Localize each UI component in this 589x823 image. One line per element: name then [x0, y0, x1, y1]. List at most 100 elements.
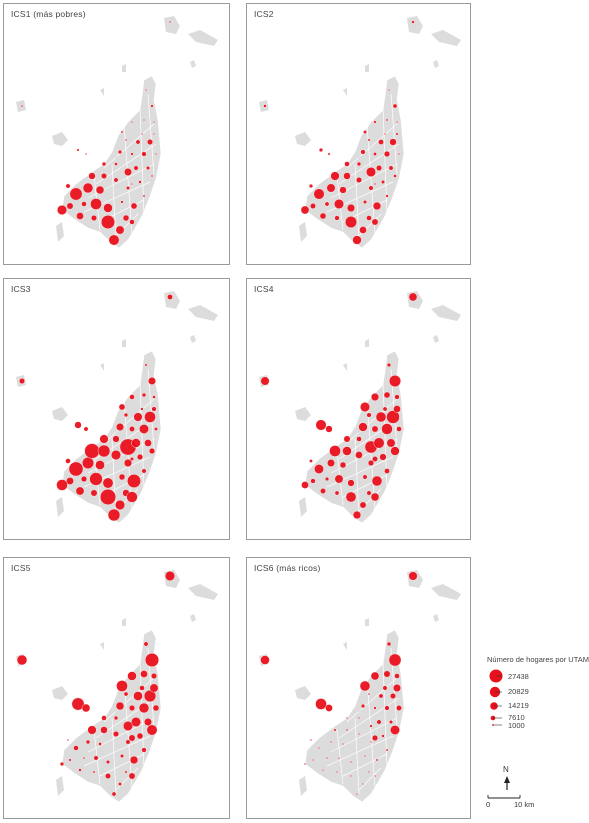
household-bubble: [394, 394, 400, 400]
household-bubble: [393, 405, 401, 413]
household-bubble: [129, 755, 139, 765]
household-bubble: [82, 457, 94, 469]
outlying-area: [164, 16, 180, 34]
district-boundary: [147, 93, 155, 175]
household-bubble: [144, 652, 159, 667]
outlying-area: [431, 584, 461, 600]
household-bubble: [260, 376, 270, 386]
map-ics3: [16, 291, 218, 524]
household-bubble: [56, 479, 68, 491]
household-bubble: [370, 392, 380, 402]
household-bubbles: [19, 294, 173, 522]
household-bubble: [320, 488, 326, 494]
household-bubble: [361, 782, 365, 786]
district-boundary: [111, 717, 117, 795]
household-bubble: [356, 161, 362, 167]
household-bubble: [363, 130, 367, 134]
household-bubble: [144, 439, 152, 447]
household-bubble: [148, 377, 156, 385]
outlying-area: [365, 339, 369, 347]
household-bubble: [100, 214, 115, 229]
outlying-area: [365, 64, 369, 72]
outlying-area: [164, 291, 180, 309]
district-boundary: [342, 753, 388, 777]
household-bubble: [396, 705, 402, 711]
household-bubble: [65, 183, 71, 189]
legend-title: Número de hogares por UTAM: [487, 655, 589, 664]
household-bubble: [373, 774, 377, 778]
household-bubble: [390, 693, 396, 699]
outlying-area: [355, 150, 361, 160]
household-bubble: [147, 139, 153, 145]
household-bubble: [386, 641, 392, 647]
district-boundary: [87, 717, 155, 753]
household-bubble: [150, 104, 154, 108]
household-bubble: [112, 730, 119, 737]
household-bubble: [315, 698, 327, 710]
household-bubble: [76, 212, 84, 220]
household-bubble: [334, 215, 340, 221]
district-boundary: [354, 438, 360, 516]
household-bubble: [66, 738, 70, 742]
household-bubble: [396, 426, 402, 432]
household-bubble: [83, 426, 89, 432]
household-bubble: [81, 703, 91, 713]
household-bubble: [366, 215, 372, 221]
household-bubble: [355, 451, 363, 459]
scale-bar-line: [487, 795, 521, 799]
panel-title: ICS3: [11, 284, 31, 294]
district-boundary: [354, 163, 360, 241]
household-bubble: [385, 118, 389, 122]
district-boundary: [83, 735, 151, 767]
household-bubble: [93, 755, 99, 761]
household-bubble: [325, 704, 333, 712]
district-boundary: [354, 717, 360, 795]
household-bubble: [371, 218, 379, 226]
outlying-area: [295, 132, 311, 146]
household-bubble: [164, 570, 175, 582]
household-bubble: [123, 458, 133, 468]
household-bubble: [343, 435, 351, 443]
household-bubble: [123, 691, 129, 697]
household-bubbles: [260, 292, 418, 520]
household-bubble: [383, 132, 387, 136]
panel-title: ICS5: [11, 563, 31, 573]
household-bubble: [352, 235, 362, 245]
household-bubble: [375, 411, 387, 423]
household-bubble: [65, 458, 71, 464]
household-bubble: [130, 457, 134, 461]
household-bubble: [118, 403, 126, 411]
outlying-area: [122, 618, 126, 626]
district-boundary: [390, 93, 398, 175]
household-bubble: [148, 447, 156, 455]
outlying-area: [190, 614, 196, 622]
household-bubble: [263, 104, 267, 108]
household-bubble: [129, 219, 135, 225]
district-boundary: [366, 677, 376, 789]
household-bubble: [334, 474, 344, 484]
household-bubble: [387, 88, 391, 92]
household-bubble: [68, 461, 84, 477]
household-bubble: [139, 685, 145, 691]
urban-area: [61, 629, 162, 803]
map-ics4: [259, 291, 461, 524]
household-bubble: [98, 742, 102, 746]
household-bubble: [111, 791, 117, 797]
household-bubble: [82, 182, 94, 194]
household-bubble: [388, 165, 394, 171]
household-bubble: [385, 748, 389, 752]
household-bubble: [333, 728, 337, 732]
household-bubble: [355, 792, 359, 796]
household-bubble: [128, 772, 136, 780]
household-bubble: [146, 724, 158, 736]
household-bubble: [143, 641, 149, 647]
household-bubble: [129, 426, 135, 432]
household-bubble: [140, 132, 144, 136]
household-bubble: [90, 489, 98, 497]
household-bubble: [130, 120, 134, 124]
household-bubble: [376, 165, 382, 171]
district-boundary: [346, 677, 398, 723]
household-bubble: [126, 186, 130, 190]
north-label: N: [503, 765, 509, 774]
household-bubble: [88, 172, 96, 180]
